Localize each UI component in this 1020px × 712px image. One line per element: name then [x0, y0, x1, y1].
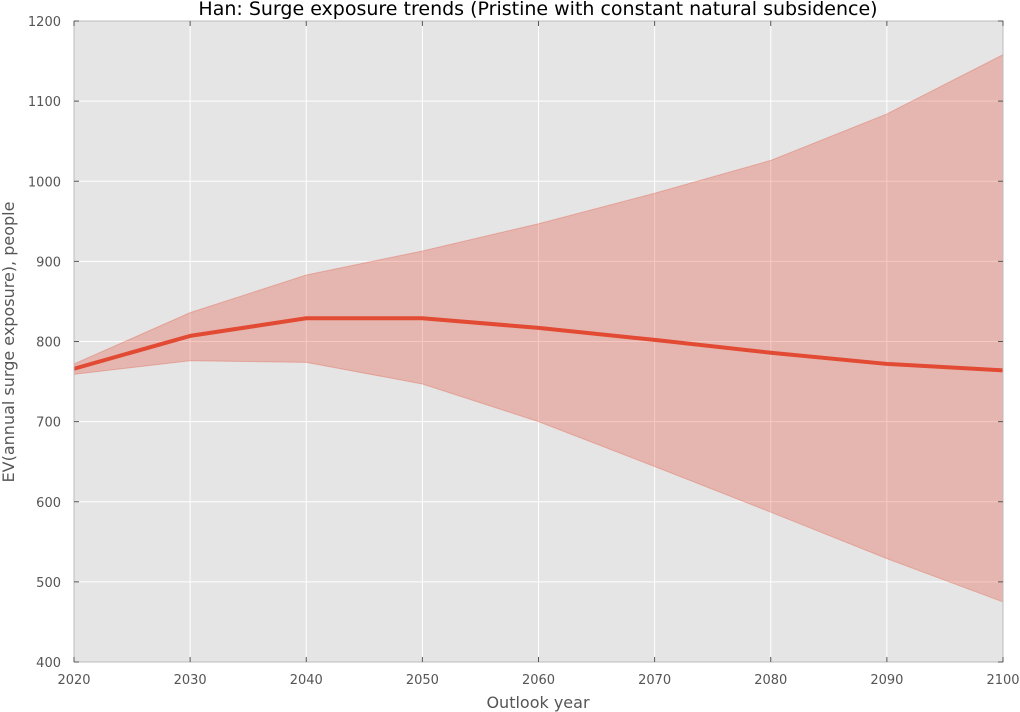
x-tick-label: 2100	[986, 673, 1019, 688]
x-tick-label: 2040	[290, 673, 323, 688]
y-tick-label: 900	[36, 255, 61, 270]
x-tick-label: 2030	[174, 673, 207, 688]
y-tick-label: 400	[36, 656, 61, 671]
y-axis-label: EV(annual surge exposure), people	[0, 202, 18, 483]
x-tick-label: 2060	[522, 673, 555, 688]
chart-title: Han: Surge exposure trends (Pristine wit…	[198, 0, 877, 20]
series-line	[73, 316, 1004, 373]
x-tick-label: 2080	[754, 673, 787, 688]
x-tick-label: 2070	[638, 673, 671, 688]
x-axis-label: Outlook year	[486, 693, 590, 712]
y-tick-label: 1100	[28, 95, 61, 110]
y-tick-label: 700	[36, 416, 61, 431]
y-tick-label: 1200	[28, 15, 61, 30]
x-tick-label: 2050	[406, 673, 439, 688]
x-tick-label: 2090	[870, 673, 903, 688]
y-axis-ticks: 400 500 600 700 800 900 1000 1100 1200	[28, 15, 1003, 671]
x-axis-ticks: 2020 2030 2040 2050 2060 2070 2080 2090 2100	[57, 21, 1020, 688]
series-lines	[73, 316, 1004, 373]
y-tick-label: 500	[36, 576, 61, 591]
y-tick-label: 1000	[28, 175, 61, 190]
y-tick-label: 600	[36, 496, 61, 511]
x-tick-label: 2020	[57, 673, 90, 688]
y-tick-label: 800	[36, 336, 61, 351]
